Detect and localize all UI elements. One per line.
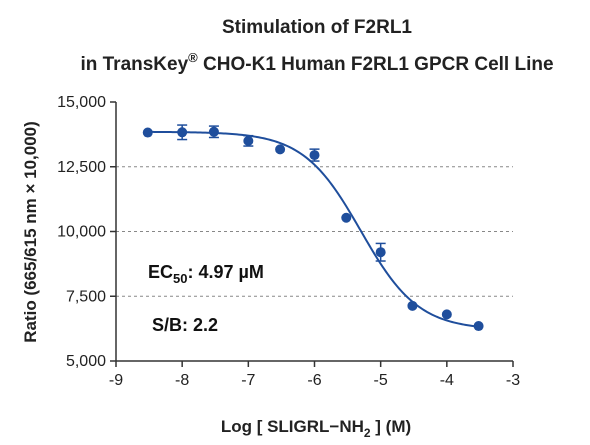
data-point	[208, 126, 219, 137]
sb-annotation: S/B: 2.2	[152, 315, 218, 335]
y-tick-label: 12,500	[57, 159, 106, 176]
x-tick-label: -6	[307, 372, 321, 389]
data-point	[275, 144, 286, 155]
x-tick-label: -3	[506, 372, 520, 389]
data-point	[177, 127, 188, 138]
y-axis-label: Ratio (665/615 nm × 10,000)	[21, 121, 40, 343]
x-axis-label: Log [ SLIGRL−NH2 ] (M)	[221, 417, 411, 440]
data-point	[341, 212, 352, 223]
x-tick-label: -7	[241, 372, 255, 389]
data-point	[407, 300, 418, 311]
data-point	[441, 309, 452, 320]
data-point	[142, 127, 153, 138]
data-points	[142, 126, 484, 332]
x-tick-label: -8	[175, 372, 189, 389]
grid-lines	[116, 166, 513, 297]
x-tick-label: -5	[374, 372, 388, 389]
data-point	[309, 150, 320, 161]
data-point	[243, 135, 254, 146]
y-tick-label: 15,000	[57, 94, 106, 111]
y-tick-label: 7,500	[66, 288, 106, 305]
data-point	[473, 321, 484, 332]
y-axis-ticks: 5,000 7,500 10,000 12,500 15,000	[57, 94, 116, 370]
x-axis-ticks: -9 -8 -7 -6 -5 -4 -3	[109, 361, 520, 389]
fit-curve	[147, 130, 479, 328]
data-point	[375, 247, 386, 258]
y-tick-label: 10,000	[57, 224, 106, 241]
ec50-annotation: EC50: 4.97 µM	[148, 262, 264, 286]
chart-title-line2: in TransKey® CHO-K1 Human F2RL1 GPCR Cel…	[80, 50, 553, 75]
chart-title-line1: Stimulation of F2RL1	[222, 17, 412, 38]
x-tick-label: -4	[440, 372, 454, 389]
y-tick-label: 5,000	[66, 353, 106, 370]
x-tick-label: -9	[109, 372, 123, 389]
